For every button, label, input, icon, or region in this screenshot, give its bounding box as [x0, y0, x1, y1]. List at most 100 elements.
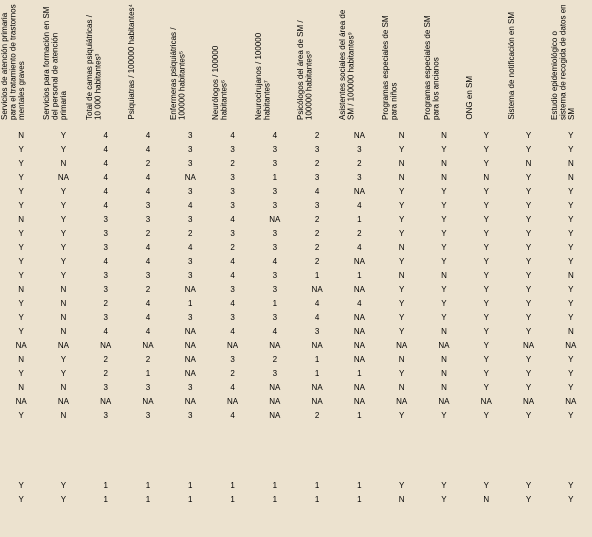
cell: 3 — [169, 184, 211, 198]
cell: Y — [465, 240, 507, 254]
cell: 3 — [169, 156, 211, 170]
cell: 2 — [254, 352, 296, 366]
cell: Y — [550, 380, 592, 394]
cell: Y — [507, 366, 549, 380]
cell: Y — [381, 310, 423, 324]
cell: Y — [550, 240, 592, 254]
cell: 3 — [169, 268, 211, 282]
cell: N — [381, 492, 423, 506]
cell: 3 — [85, 380, 127, 394]
cell: NA — [507, 394, 549, 408]
table-row: NANANANANANANANANANANAYNANA — [0, 338, 592, 352]
cell: 4 — [296, 310, 338, 324]
cell: 4 — [211, 128, 253, 142]
table-row: YN44NA443NAYNYYN — [0, 324, 592, 338]
cell: 2 — [296, 212, 338, 226]
cell: 3 — [169, 212, 211, 226]
cell: NA — [169, 324, 211, 338]
cell: 3 — [211, 198, 253, 212]
cell: 3 — [85, 408, 127, 422]
cell: N — [42, 408, 84, 422]
cell: N — [465, 170, 507, 184]
cell: Y — [0, 156, 42, 170]
cell: 4 — [85, 128, 127, 142]
table-row: YY1111111NYNYY — [0, 492, 592, 506]
cell: NA — [423, 338, 465, 352]
cell: 4 — [127, 170, 169, 184]
cell: 4 — [296, 184, 338, 198]
col-header-label: Psicólogos del área de SM / 100000 habit… — [297, 4, 314, 120]
cell: Y — [423, 254, 465, 268]
cell: N — [423, 170, 465, 184]
cell: Y — [465, 142, 507, 156]
col-header-label: Neurocirujanos / 100000 habitantes⁷ — [255, 4, 272, 120]
cell: NA — [338, 338, 380, 352]
table-row: YY4343334YYYYY — [0, 198, 592, 212]
cell: Y — [550, 296, 592, 310]
cell: N — [42, 296, 84, 310]
cell: 3 — [254, 156, 296, 170]
cell: 2 — [296, 408, 338, 422]
cell: 2 — [211, 366, 253, 380]
cell: Y — [465, 198, 507, 212]
cell: Y — [381, 282, 423, 296]
cell: N — [423, 380, 465, 394]
cell: 3 — [254, 226, 296, 240]
cell: N — [465, 492, 507, 506]
cell: N — [423, 324, 465, 338]
cell: 3 — [169, 254, 211, 268]
cell: Y — [423, 310, 465, 324]
cell: Y — [465, 254, 507, 268]
cell: 4 — [254, 324, 296, 338]
cell: Y — [0, 198, 42, 212]
cell: 1 — [169, 478, 211, 492]
cell: N — [381, 380, 423, 394]
cell: NA — [465, 394, 507, 408]
cell: 1 — [338, 212, 380, 226]
cell: N — [0, 352, 42, 366]
cell: Y — [0, 478, 42, 492]
table-row: YY443334NAYYYYY — [0, 184, 592, 198]
cell: 3 — [254, 366, 296, 380]
cell: Y — [381, 296, 423, 310]
cell: 1 — [211, 492, 253, 506]
cell: 3 — [211, 170, 253, 184]
table-row: YY3223322YYYYY — [0, 226, 592, 240]
cell: 4 — [85, 142, 127, 156]
col-header-1: Servicios para formación en SM del perso… — [42, 2, 84, 128]
cell: 3 — [169, 128, 211, 142]
cell: 3 — [169, 380, 211, 394]
cell: 1 — [296, 492, 338, 506]
cell: 1 — [85, 478, 127, 492]
cell: Y — [507, 212, 549, 226]
cell: 2 — [127, 352, 169, 366]
cell: 4 — [338, 240, 380, 254]
cell: 1 — [338, 366, 380, 380]
cell: N — [42, 380, 84, 394]
cell: 2 — [127, 282, 169, 296]
col-header-8: Asistentes sociales del área de SM / 100… — [338, 2, 380, 128]
cell: Y — [507, 296, 549, 310]
cell: N — [42, 324, 84, 338]
cell: 3 — [296, 170, 338, 184]
cell: Y — [550, 128, 592, 142]
cell: Y — [0, 296, 42, 310]
cell: Y — [42, 240, 84, 254]
cell: 3 — [85, 310, 127, 324]
cell: Y — [42, 478, 84, 492]
cell: 1 — [127, 366, 169, 380]
cell: N — [0, 128, 42, 142]
cell: Y — [507, 184, 549, 198]
cell: Y — [550, 226, 592, 240]
cell: N — [423, 156, 465, 170]
cell: Y — [423, 212, 465, 226]
cell: 2 — [296, 128, 338, 142]
cell: Y — [381, 212, 423, 226]
col-header-2: Total de camas psiquiátricas / 10 000 ha… — [85, 2, 127, 128]
cell: NA — [296, 394, 338, 408]
cell: NA — [169, 366, 211, 380]
cell: Y — [465, 282, 507, 296]
cell: 4 — [127, 184, 169, 198]
cell: 3 — [254, 198, 296, 212]
cell: 3 — [127, 212, 169, 226]
